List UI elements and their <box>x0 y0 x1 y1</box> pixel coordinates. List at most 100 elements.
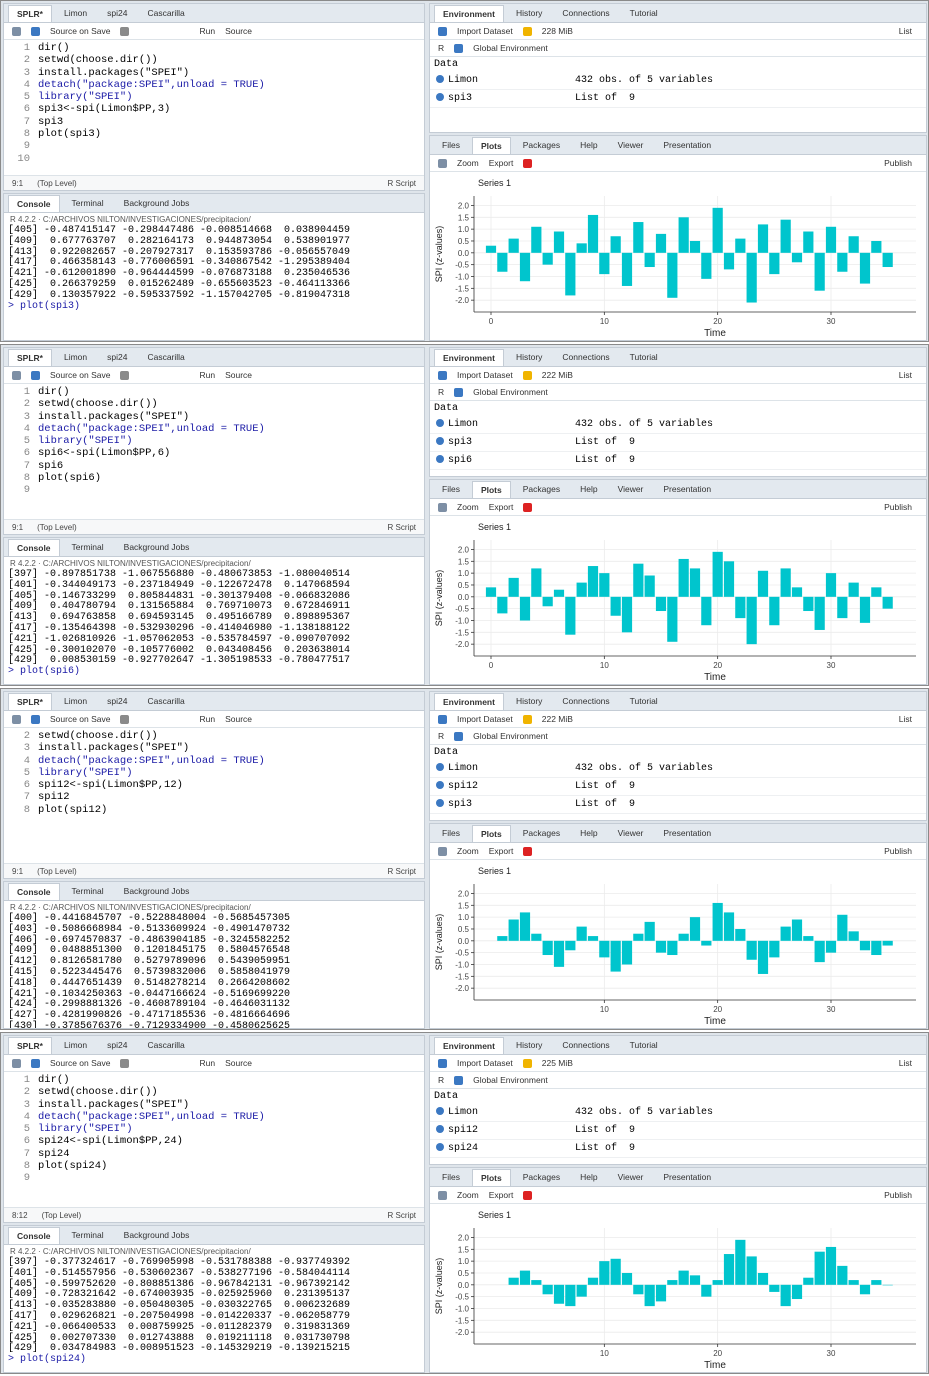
tab[interactable]: Limon <box>63 8 88 18</box>
tab[interactable]: Background Jobs <box>123 198 190 208</box>
tab[interactable]: Environment <box>434 692 504 710</box>
tab[interactable]: SPLR* <box>8 4 52 22</box>
tab[interactable]: spi24 <box>107 352 128 362</box>
run-button[interactable]: Run <box>199 26 216 36</box>
memory-usage[interactable]: 222 MiB <box>541 370 573 380</box>
zoom[interactable]: Zoom <box>457 158 479 168</box>
tab[interactable]: Files <box>442 1172 460 1182</box>
env-row[interactable]: Limon 432 obs. of 5 variables <box>430 72 926 90</box>
environment-scope[interactable]: Global Environment <box>473 731 548 741</box>
tab[interactable]: Viewer <box>617 140 644 150</box>
tab[interactable]: Connections <box>562 8 610 18</box>
tab[interactable]: Background Jobs <box>123 542 190 552</box>
view-list[interactable]: List <box>898 1058 912 1068</box>
tab[interactable]: Terminal <box>71 886 104 896</box>
language[interactable]: R <box>438 43 445 53</box>
tab[interactable]: Help <box>580 484 598 494</box>
tab[interactable]: Packages <box>522 140 561 150</box>
import-dataset[interactable]: Import Dataset <box>457 714 513 724</box>
tab[interactable]: Console <box>8 194 60 212</box>
tab[interactable]: Plots <box>471 1168 511 1186</box>
tab[interactable]: Tutorial <box>629 696 658 706</box>
tab[interactable]: Files <box>442 140 460 150</box>
tab[interactable]: SPLR* <box>8 1036 52 1054</box>
zoom[interactable]: Zoom <box>457 1190 479 1200</box>
env-row[interactable]: spi12 List of 9 <box>430 1122 926 1140</box>
memory-usage[interactable]: 222 MiB <box>541 714 573 724</box>
tab[interactable]: spi24 <box>107 1040 128 1050</box>
tab[interactable]: Packages <box>522 1172 561 1182</box>
tab[interactable]: Cascarilla <box>147 8 185 18</box>
tab[interactable]: Console <box>8 538 60 556</box>
environment-scope[interactable]: Global Environment <box>473 1075 548 1085</box>
run-button[interactable]: Run <box>199 370 216 380</box>
source-button[interactable]: Source <box>225 26 253 36</box>
export[interactable]: Export <box>488 1190 514 1200</box>
source-on-save[interactable]: Source on Save <box>50 26 111 36</box>
tab[interactable]: Terminal <box>71 542 104 552</box>
source-button[interactable]: Source <box>225 1058 253 1068</box>
env-row[interactable]: Limon 432 obs. of 5 variables <box>430 760 926 778</box>
tab[interactable]: spi24 <box>107 696 128 706</box>
scope[interactable]: (Top Level) <box>41 1210 82 1220</box>
tab[interactable]: Plots <box>471 480 511 498</box>
file-type[interactable]: R Script <box>387 866 416 876</box>
tab[interactable]: History <box>515 352 543 362</box>
env-row[interactable]: spi3 List of 9 <box>430 796 926 814</box>
tab[interactable]: Connections <box>562 696 610 706</box>
tab[interactable]: Environment <box>434 348 504 366</box>
tab[interactable]: Limon <box>63 696 88 706</box>
tab[interactable]: Presentation <box>663 484 712 494</box>
tab[interactable]: Console <box>8 1226 60 1244</box>
publish[interactable]: Publish <box>884 158 912 168</box>
zoom[interactable]: Zoom <box>457 502 479 512</box>
memory-usage[interactable]: 225 MiB <box>541 1058 573 1068</box>
source-button[interactable]: Source <box>225 714 253 724</box>
source-on-save[interactable]: Source on Save <box>50 370 111 380</box>
tab[interactable]: Help <box>580 1172 598 1182</box>
run-button[interactable]: Run <box>199 714 216 724</box>
tab[interactable]: Tutorial <box>629 1040 658 1050</box>
environment-scope[interactable]: Global Environment <box>473 43 548 53</box>
tab[interactable]: Connections <box>562 352 610 362</box>
tab[interactable]: Connections <box>562 1040 610 1050</box>
tab[interactable]: Presentation <box>663 140 712 150</box>
scope[interactable]: (Top Level) <box>37 522 77 532</box>
tab[interactable]: spi24 <box>107 8 128 18</box>
tab[interactable]: Help <box>580 140 598 150</box>
publish[interactable]: Publish <box>884 846 912 856</box>
zoom[interactable]: Zoom <box>457 846 479 856</box>
tab[interactable]: History <box>515 1040 543 1050</box>
tab[interactable]: Limon <box>63 352 88 362</box>
export[interactable]: Export <box>488 846 514 856</box>
import-dataset[interactable]: Import Dataset <box>457 26 513 36</box>
env-row[interactable]: spi24 List of 9 <box>430 1140 926 1158</box>
env-row[interactable]: spi6 List of 9 <box>430 452 926 470</box>
env-row[interactable]: spi3 List of 9 <box>430 90 926 108</box>
tab[interactable]: Packages <box>522 484 561 494</box>
tab[interactable]: Background Jobs <box>123 886 190 896</box>
tab[interactable]: Tutorial <box>629 352 658 362</box>
tab[interactable]: SPLR* <box>8 692 52 710</box>
view-list[interactable]: List <box>898 26 912 36</box>
import-dataset[interactable]: Import Dataset <box>457 370 513 380</box>
tab[interactable]: Packages <box>522 828 561 838</box>
tab[interactable]: Cascarilla <box>147 352 185 362</box>
env-row[interactable]: spi3 List of 9 <box>430 434 926 452</box>
view-list[interactable]: List <box>898 370 912 380</box>
source-on-save[interactable]: Source on Save <box>50 1058 111 1068</box>
view-list[interactable]: List <box>898 714 912 724</box>
scope[interactable]: (Top Level) <box>37 178 77 188</box>
scope[interactable]: (Top Level) <box>37 866 77 876</box>
language[interactable]: R <box>438 731 445 741</box>
tab[interactable]: Files <box>442 484 460 494</box>
tab[interactable]: Help <box>580 828 598 838</box>
tab[interactable]: Tutorial <box>629 8 658 18</box>
env-row[interactable]: Limon 432 obs. of 5 variables <box>430 416 926 434</box>
language[interactable]: R <box>438 1075 445 1085</box>
run-button[interactable]: Run <box>199 1058 216 1068</box>
tab[interactable]: Presentation <box>663 828 712 838</box>
export[interactable]: Export <box>488 158 514 168</box>
tab[interactable]: Files <box>442 828 460 838</box>
import-dataset[interactable]: Import Dataset <box>457 1058 513 1068</box>
